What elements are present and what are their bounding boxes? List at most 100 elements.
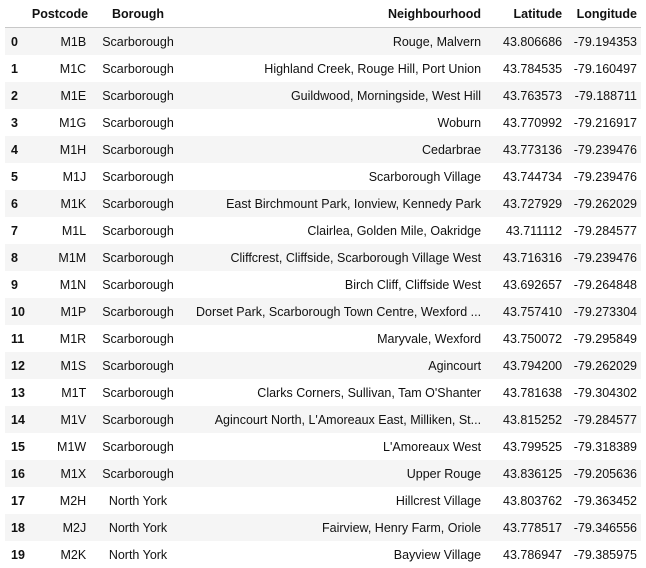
row-index: 12: [5, 352, 28, 379]
row-index: 0: [5, 28, 28, 56]
cell-latitude: 43.763573: [485, 82, 566, 109]
row-index: 7: [5, 217, 28, 244]
cell-borough: Scarborough: [90, 325, 186, 352]
header-borough: Borough: [90, 1, 186, 28]
cell-latitude: 43.770992: [485, 109, 566, 136]
cell-borough: Scarborough: [90, 109, 186, 136]
cell-longitude: -79.284577: [566, 217, 641, 244]
cell-longitude: -79.273304: [566, 298, 641, 325]
row-index: 4: [5, 136, 28, 163]
header-row: Postcode Borough Neighbourhood Latitude …: [5, 1, 641, 28]
cell-neighbourhood: Scarborough Village: [186, 163, 485, 190]
cell-longitude: -79.264848: [566, 271, 641, 298]
cell-postcode: M1N: [28, 271, 90, 298]
cell-postcode: M1X: [28, 460, 90, 487]
cell-neighbourhood: Dorset Park, Scarborough Town Centre, We…: [186, 298, 485, 325]
row-index: 16: [5, 460, 28, 487]
cell-longitude: -79.284577: [566, 406, 641, 433]
cell-neighbourhood: Guildwood, Morningside, West Hill: [186, 82, 485, 109]
dataframe-table: Postcode Borough Neighbourhood Latitude …: [5, 1, 641, 568]
cell-postcode: M1M: [28, 244, 90, 271]
row-index: 13: [5, 379, 28, 406]
row-index: 19: [5, 541, 28, 568]
cell-postcode: M1S: [28, 352, 90, 379]
cell-postcode: M1C: [28, 55, 90, 82]
header-latitude: Latitude: [485, 1, 566, 28]
cell-latitude: 43.692657: [485, 271, 566, 298]
row-index: 1: [5, 55, 28, 82]
row-index: 9: [5, 271, 28, 298]
cell-neighbourhood: Clairlea, Golden Mile, Oakridge: [186, 217, 485, 244]
cell-longitude: -79.239476: [566, 244, 641, 271]
header-postcode: Postcode: [28, 1, 90, 28]
header-longitude: Longitude: [566, 1, 641, 28]
cell-latitude: 43.794200: [485, 352, 566, 379]
row-index: 18: [5, 514, 28, 541]
cell-longitude: -79.262029: [566, 190, 641, 217]
row-index: 11: [5, 325, 28, 352]
cell-latitude: 43.799525: [485, 433, 566, 460]
cell-postcode: M2K: [28, 541, 90, 568]
cell-latitude: 43.716316: [485, 244, 566, 271]
cell-postcode: M1K: [28, 190, 90, 217]
cell-borough: Scarborough: [90, 460, 186, 487]
cell-latitude: 43.806686: [485, 28, 566, 56]
cell-neighbourhood: Cedarbrae: [186, 136, 485, 163]
cell-latitude: 43.781638: [485, 379, 566, 406]
cell-postcode: M1V: [28, 406, 90, 433]
cell-borough: Scarborough: [90, 136, 186, 163]
cell-neighbourhood: Fairview, Henry Farm, Oriole: [186, 514, 485, 541]
cell-borough: North York: [90, 514, 186, 541]
cell-neighbourhood: L'Amoreaux West: [186, 433, 485, 460]
row-index: 15: [5, 433, 28, 460]
cell-latitude: 43.757410: [485, 298, 566, 325]
cell-borough: Scarborough: [90, 28, 186, 56]
cell-latitude: 43.836125: [485, 460, 566, 487]
table-header: Postcode Borough Neighbourhood Latitude …: [5, 1, 641, 28]
cell-longitude: -79.346556: [566, 514, 641, 541]
cell-neighbourhood: Birch Cliff, Cliffside West: [186, 271, 485, 298]
cell-borough: Scarborough: [90, 55, 186, 82]
cell-longitude: -79.205636: [566, 460, 641, 487]
cell-borough: North York: [90, 541, 186, 568]
cell-borough: Scarborough: [90, 379, 186, 406]
cell-neighbourhood: Agincourt: [186, 352, 485, 379]
cell-neighbourhood: Upper Rouge: [186, 460, 485, 487]
cell-postcode: M1J: [28, 163, 90, 190]
cell-neighbourhood: East Birchmount Park, Ionview, Kennedy P…: [186, 190, 485, 217]
header-index: [5, 1, 28, 28]
cell-latitude: 43.773136: [485, 136, 566, 163]
cell-latitude: 43.784535: [485, 55, 566, 82]
cell-neighbourhood: Woburn: [186, 109, 485, 136]
cell-longitude: -79.194353: [566, 28, 641, 56]
cell-latitude: 43.815252: [485, 406, 566, 433]
cell-postcode: M1G: [28, 109, 90, 136]
row-index: 10: [5, 298, 28, 325]
cell-neighbourhood: Rouge, Malvern: [186, 28, 485, 56]
cell-postcode: M1R: [28, 325, 90, 352]
cell-postcode: M2J: [28, 514, 90, 541]
cell-longitude: -79.363452: [566, 487, 641, 514]
cell-neighbourhood: Maryvale, Wexford: [186, 325, 485, 352]
cell-longitude: -79.239476: [566, 136, 641, 163]
cell-postcode: M1P: [28, 298, 90, 325]
cell-longitude: -79.318389: [566, 433, 641, 460]
cell-latitude: 43.803762: [485, 487, 566, 514]
cell-postcode: M1L: [28, 217, 90, 244]
cell-longitude: -79.385975: [566, 541, 641, 568]
cell-postcode: M2H: [28, 487, 90, 514]
cell-latitude: 43.727929: [485, 190, 566, 217]
cell-postcode: M1B: [28, 28, 90, 56]
cell-borough: Scarborough: [90, 163, 186, 190]
